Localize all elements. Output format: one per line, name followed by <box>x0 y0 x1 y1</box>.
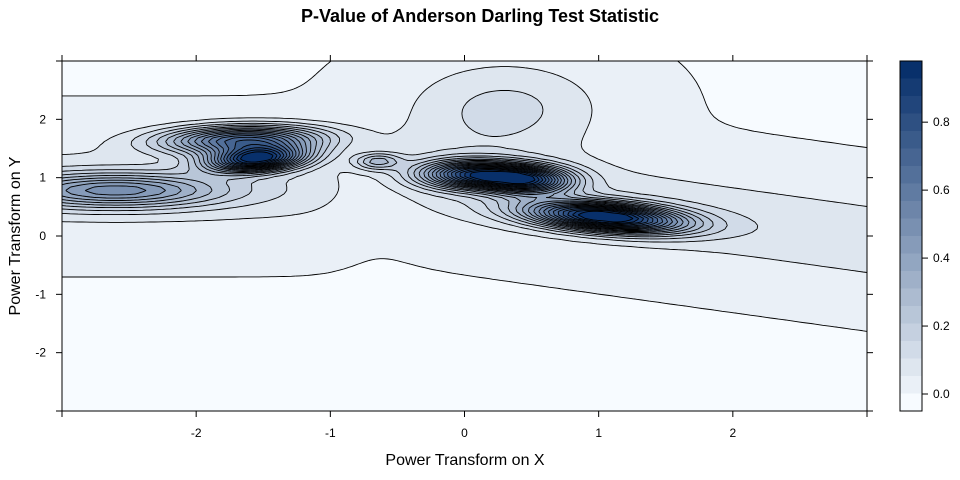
colorbar-tick-label: 0.6 <box>933 183 950 197</box>
contour-line <box>236 149 640 224</box>
x-tick-label: 0 <box>461 426 468 440</box>
contour-line <box>61 126 704 236</box>
colorbar-segment <box>900 61 922 79</box>
colorbar-tick-label: 0.0 <box>933 387 950 401</box>
y-axis-label: Power Transform on Y <box>7 156 24 315</box>
colorbar-segment <box>900 323 922 341</box>
contour-line <box>61 122 728 240</box>
colorbar-segment <box>900 236 922 254</box>
colorbar-tick-label: 0.8 <box>933 115 950 129</box>
colorbar-segment <box>900 253 922 271</box>
y-tick-label: -2 <box>35 346 46 360</box>
contour-line <box>200 132 673 230</box>
contour-line <box>226 139 654 227</box>
contour-line <box>62 60 868 332</box>
colorbar-segment <box>900 288 922 306</box>
contour-line <box>215 135 664 229</box>
colorbar-segment <box>900 148 922 166</box>
colorbar-segment <box>900 183 922 201</box>
colorbar-segment <box>900 113 922 131</box>
contour-line <box>61 128 690 234</box>
x-axis: -2 -1 0 1 2 <box>61 55 868 440</box>
x-tick-label: 1 <box>595 426 602 440</box>
y-tick-label: -1 <box>35 287 46 301</box>
contour-line <box>223 136 659 228</box>
contour-line <box>229 143 649 226</box>
contour-line <box>61 89 759 243</box>
colorbar: 0.0 0.2 0.4 0.6 0.8 <box>899 60 950 412</box>
colorbar-tick-label: 0.2 <box>933 319 950 333</box>
contour-fill-raster <box>62 61 867 411</box>
colorbar-segment <box>900 358 922 376</box>
y-axis: -2 -1 0 1 2 <box>35 60 873 412</box>
colorbar-segment <box>900 131 922 149</box>
x-tick-label: 2 <box>729 426 736 440</box>
x-axis-label: Power Transform on X <box>385 452 545 469</box>
colorbar-tick-label: 0.4 <box>933 251 950 265</box>
colorbar-segment <box>900 271 922 289</box>
y-tick-label: 1 <box>39 171 46 185</box>
contour-line <box>61 66 868 273</box>
colorbar-segment <box>900 78 922 96</box>
contour-line <box>240 151 634 223</box>
plot-area <box>61 60 868 412</box>
chart-title: P-Value of Anderson Darling Test Statist… <box>301 6 659 26</box>
colorbar-segment <box>900 393 922 411</box>
y-tick-label: 2 <box>39 112 46 126</box>
contour-line <box>61 124 714 238</box>
colorbar-segment <box>900 218 922 236</box>
colorbar-segment <box>900 166 922 184</box>
colorbar-segment <box>900 201 922 219</box>
contour-line <box>85 131 679 231</box>
colorbar-segment <box>900 376 922 394</box>
contour-fills <box>62 61 867 411</box>
colorbar-frame <box>899 60 923 412</box>
colorbar-segment <box>900 306 922 324</box>
contour-lines <box>61 60 868 332</box>
y-tick-label: 0 <box>39 229 46 243</box>
x-tick-label: -2 <box>191 426 202 440</box>
colorbar-segment <box>900 96 922 114</box>
x-tick-label: -1 <box>325 426 336 440</box>
colorbar-segment <box>900 341 922 359</box>
contour-line <box>65 129 684 232</box>
contour-line <box>232 147 645 225</box>
contour-line <box>208 133 669 230</box>
contour-line <box>61 127 697 235</box>
